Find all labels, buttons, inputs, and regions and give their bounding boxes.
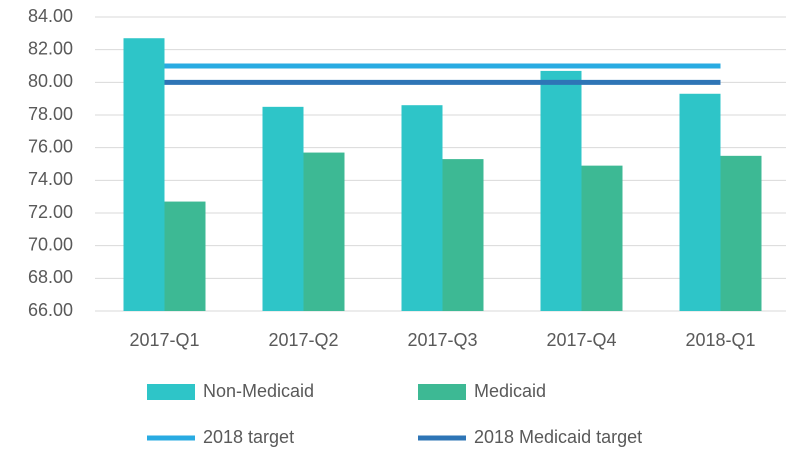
x-tick-label: 2017-Q4 <box>546 330 616 350</box>
x-tick-label: 2017-Q2 <box>268 330 338 350</box>
y-tick-label: 84.00 <box>28 6 73 26</box>
y-tick-label: 82.00 <box>28 38 73 58</box>
legend-swatch <box>147 384 195 400</box>
legend-label: 2018 Medicaid target <box>474 427 642 447</box>
y-tick-label: 72.00 <box>28 202 73 222</box>
bar <box>679 93 721 312</box>
bar <box>581 165 623 311</box>
bar <box>540 70 582 312</box>
y-tick-label: 78.00 <box>28 104 73 124</box>
bar <box>123 38 165 311</box>
legend-label: 2018 target <box>203 427 294 447</box>
y-tick-label: 70.00 <box>28 234 73 254</box>
legend-swatch <box>418 384 466 400</box>
y-tick-label: 68.00 <box>28 267 73 287</box>
y-tick-label: 76.00 <box>28 136 73 156</box>
bar <box>303 152 345 311</box>
y-tick-label: 66.00 <box>28 300 73 320</box>
y-tick-label: 74.00 <box>28 169 73 189</box>
x-tick-label: 2017-Q1 <box>129 330 199 350</box>
bar <box>164 201 206 311</box>
legend-label: Non-Medicaid <box>203 381 314 401</box>
bar <box>442 159 484 311</box>
bar <box>720 155 762 311</box>
legend-label: Medicaid <box>474 381 546 401</box>
x-tick-label: 2018-Q1 <box>685 330 755 350</box>
y-tick-label: 80.00 <box>28 71 73 91</box>
bar <box>262 106 304 311</box>
x-tick-label: 2017-Q3 <box>407 330 477 350</box>
bar <box>401 105 443 311</box>
